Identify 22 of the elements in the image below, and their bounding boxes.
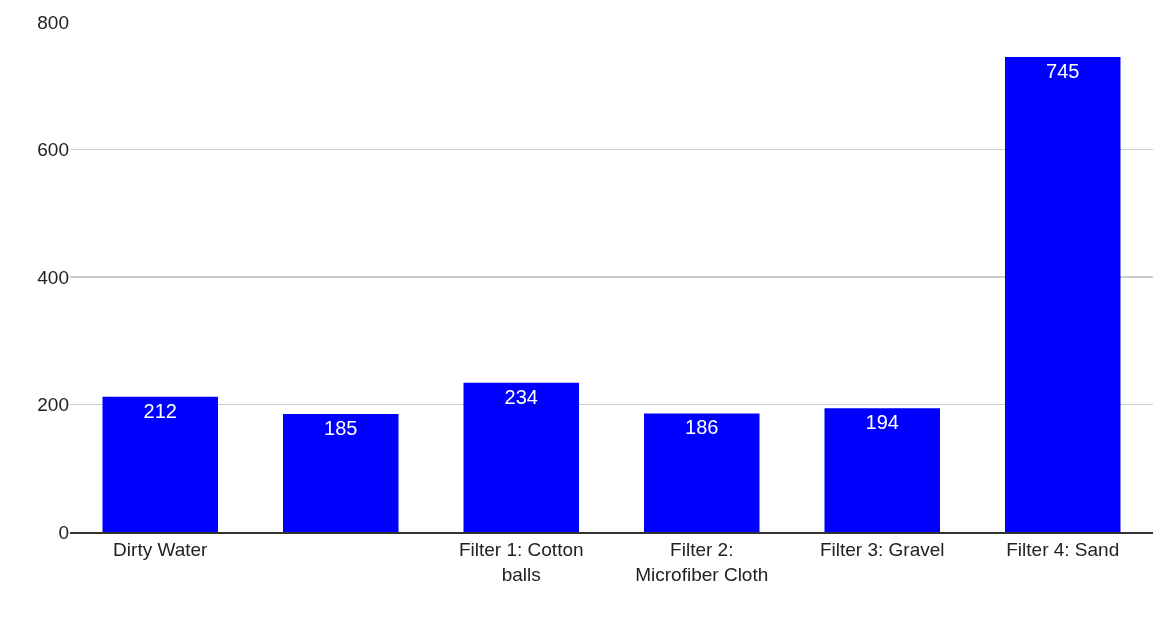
data-label: 234 <box>504 385 538 408</box>
x-tick-label: Filter 4: Sand <box>1006 539 1120 561</box>
bar <box>1004 57 1121 532</box>
y-tick-label: 600 <box>37 139 69 161</box>
data-label: 212 <box>143 399 177 422</box>
x-tick-label: Filter 3: Gravel <box>819 539 945 561</box>
y-tick-label: 800 <box>37 11 69 33</box>
bar <box>643 413 760 532</box>
y-tick-label: 0 <box>58 521 69 543</box>
y-tick-label: 400 <box>37 266 69 288</box>
data-label: 745 <box>1046 60 1080 83</box>
data-label: 185 <box>324 417 358 440</box>
x-tick-label: Filter 1: Cotton balls <box>458 539 584 585</box>
x-tick-label: Filter 2: Microfiber Cloth <box>635 539 769 585</box>
x-tick-label: Dirty Water <box>113 539 209 561</box>
bar <box>463 382 580 532</box>
bar <box>102 396 219 532</box>
data-label: 186 <box>685 416 719 439</box>
y-tick-label: 200 <box>37 394 69 416</box>
data-label: 194 <box>865 411 899 434</box>
bar <box>824 408 941 532</box>
bar <box>282 414 399 532</box>
